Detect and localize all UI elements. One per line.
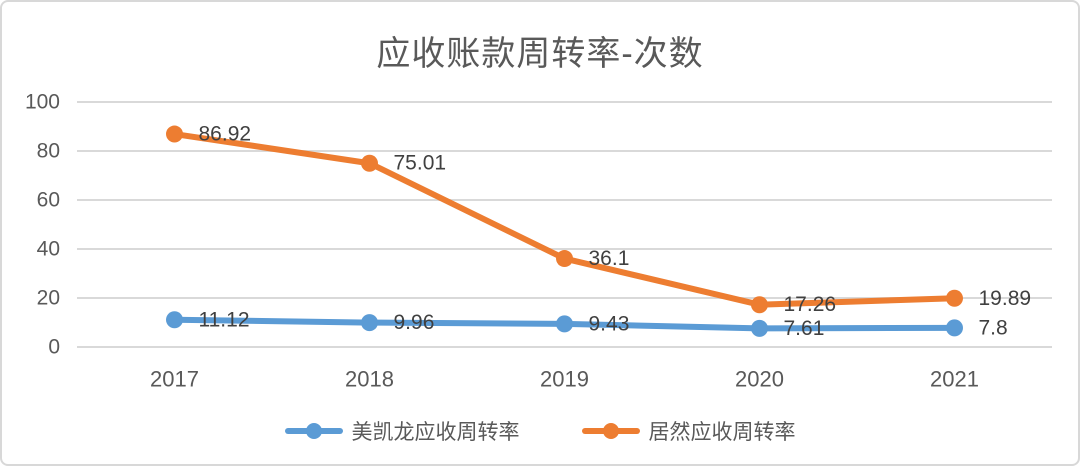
legend-label: 居然应收周转率 — [648, 421, 796, 444]
data-point-label: 17.26 — [784, 293, 837, 316]
data-point-marker — [946, 319, 963, 337]
data-point-marker — [751, 319, 768, 337]
chart-title: 应收账款周转率-次数 — [376, 35, 704, 73]
legend-series-swatch — [284, 422, 343, 440]
legend-item-1[interactable]: 居然应收周转率 — [581, 416, 796, 446]
x-tick-label: 2018 — [345, 367, 394, 392]
data-point-label: 75.01 — [394, 152, 447, 175]
y-tick-label: 20 — [37, 287, 60, 310]
y-tick-label: 60 — [37, 189, 60, 212]
data-point-label: 7.8 — [979, 316, 1008, 339]
legend-label: 美凯龙应收周转率 — [351, 421, 520, 444]
legend-item-0[interactable]: 美凯龙应收周转率 — [284, 416, 520, 446]
chart-legend: 美凯龙应收周转率 居然应收周转率 — [2, 414, 1078, 448]
legend-swatch-dot — [602, 423, 619, 439]
series-line-1 — [171, 131, 958, 308]
data-point-label: 7.61 — [784, 317, 825, 340]
x-tick-label: 2020 — [735, 367, 784, 392]
data-point-label: 9.96 — [394, 311, 435, 334]
y-tick-label: 100 — [25, 91, 60, 114]
data-point-marker — [361, 314, 378, 332]
data-point-marker — [946, 289, 963, 307]
data-point-marker — [751, 296, 768, 314]
data-point-label: 36.1 — [589, 247, 630, 270]
legend-series-swatch — [581, 422, 640, 440]
legend-swatch-dot — [305, 423, 322, 439]
data-point-label: 86.92 — [199, 123, 252, 146]
data-point-label: 9.43 — [589, 312, 630, 335]
data-point-label: 11.12 — [199, 308, 250, 331]
data-point-marker — [166, 125, 183, 143]
y-tick-label: 80 — [37, 140, 60, 163]
x-tick-label: 2019 — [540, 367, 589, 392]
y-tick-label: 0 — [48, 336, 60, 359]
data-point-marker — [166, 311, 183, 329]
data-point-marker — [556, 250, 573, 268]
y-tick-label: 40 — [37, 238, 60, 261]
line-chart-plot: 0 20 40 60 80 100 2017 2018 2019 2020 2021 11.12 9.9… — [25, 91, 1052, 392]
x-tick-label: 2021 — [930, 367, 979, 392]
data-point-marker — [556, 315, 573, 333]
data-point-marker — [361, 154, 378, 172]
data-point-label: 19.89 — [979, 287, 1032, 310]
x-tick-label: 2017 — [150, 367, 199, 392]
